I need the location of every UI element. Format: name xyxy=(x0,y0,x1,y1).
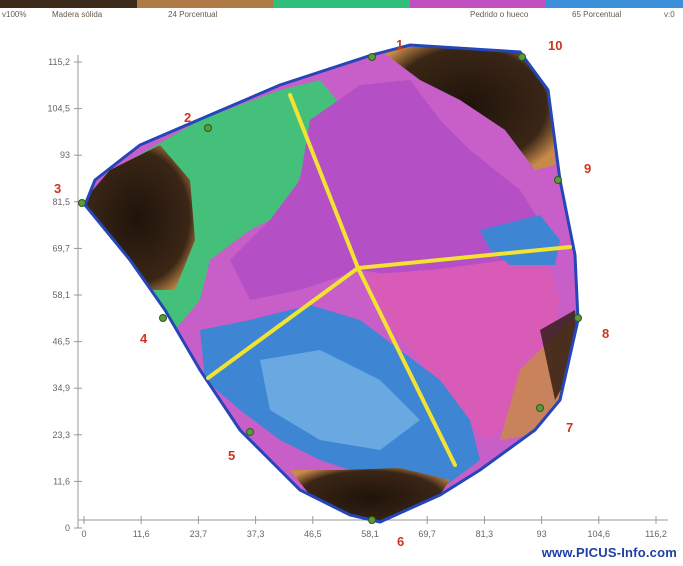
sensor-point xyxy=(204,124,212,132)
legend-label: Madera sólida xyxy=(52,10,103,19)
crack-line xyxy=(206,266,360,380)
sensor-point xyxy=(518,53,526,61)
sensor-point xyxy=(78,199,86,207)
y-tick-label: 0 xyxy=(65,523,70,533)
sensor-labels: 1 2 3 4 5 6 7 8 9 10 xyxy=(54,37,609,549)
legend-swatch-green xyxy=(273,0,410,8)
sensor-label-5: 5 xyxy=(228,448,235,463)
sensor-point xyxy=(554,176,562,184)
legend-labels: v100% Madera sólida 24 Porcentual Pedrid… xyxy=(0,10,683,22)
zone-solid-right xyxy=(540,310,578,400)
legend-label: Pedrido o hueco xyxy=(470,10,529,19)
legend-label: v100% xyxy=(2,10,27,19)
legend-swatches xyxy=(0,0,683,8)
sensor-label-7: 7 xyxy=(566,420,573,435)
y-tick-label: 34,9 xyxy=(52,383,70,393)
x-tick-label: 11,6 xyxy=(133,529,150,539)
x-tick-label: 0 xyxy=(81,529,86,539)
x-tick-label: 23,7 xyxy=(190,529,208,539)
zone-solid-left xyxy=(85,145,195,290)
crack-line xyxy=(288,93,360,270)
zone-light-blue xyxy=(260,350,420,450)
sensor-label-3: 3 xyxy=(54,181,61,196)
sensor-point xyxy=(574,314,582,322)
y-tick-label: 46,5 xyxy=(52,337,70,347)
crack-line xyxy=(356,245,572,270)
color-legend: v100% Madera sólida 24 Porcentual Pedrid… xyxy=(0,0,683,22)
x-tick-label: 104,6 xyxy=(588,529,611,539)
zone-magenta xyxy=(230,80,545,300)
legend-swatch-solid xyxy=(0,0,137,8)
sensor-label-1: 1 xyxy=(396,37,403,52)
x-tick-label: 46,5 xyxy=(304,529,322,539)
sensor-label-2: 2 xyxy=(184,110,191,125)
trunk-outline xyxy=(83,43,580,524)
legend-label: v:0 xyxy=(664,10,675,19)
sensor-label-4: 4 xyxy=(140,331,148,346)
y-tick-label: 81,5 xyxy=(52,197,70,207)
sensor-point xyxy=(159,314,167,322)
x-tick-label: 93 xyxy=(537,529,547,539)
x-tick-label: 69,7 xyxy=(418,529,436,539)
tomogram-zones xyxy=(85,45,578,522)
zone-solid-top xyxy=(380,45,555,170)
sensor-point xyxy=(368,53,376,61)
y-tick-label: 93 xyxy=(60,150,70,160)
legend-swatch-transition xyxy=(136,0,274,8)
x-tick-label: 58,1 xyxy=(361,529,379,539)
x-tick-label: 116,2 xyxy=(645,529,667,539)
y-axis: 115,2 104,5 93 81,5 69,7 58,1 46,5 34,9 23,3 11,6… xyxy=(47,55,82,533)
sensor-label-6: 6 xyxy=(397,534,404,549)
sensor-point xyxy=(246,428,254,436)
sensor-point xyxy=(536,404,544,412)
y-tick-label: 115,2 xyxy=(48,57,70,67)
x-tick-label: 37,3 xyxy=(247,529,265,539)
y-tick-label: 104,5 xyxy=(47,104,70,114)
sensor-label-9: 9 xyxy=(584,161,591,176)
picus-watermark: www.PICUS-Info.com xyxy=(541,545,677,560)
legend-label: 24 Porcentual xyxy=(168,10,218,19)
legend-swatch-magenta xyxy=(409,0,547,8)
sensor-point xyxy=(368,516,376,524)
legend-label: 65 Porcentual xyxy=(572,10,622,19)
y-tick-label: 23,3 xyxy=(52,430,70,440)
sensor-points xyxy=(78,53,582,524)
y-tick-label: 11,6 xyxy=(53,476,70,486)
crack-line xyxy=(356,266,457,467)
crack-lines xyxy=(206,93,572,467)
legend-swatch-blue xyxy=(546,0,683,8)
sensor-label-10: 10 xyxy=(548,38,562,53)
zone-pink xyxy=(360,255,560,440)
sensor-label-8: 8 xyxy=(602,326,609,341)
y-tick-label: 58,1 xyxy=(52,290,70,300)
x-tick-label: 81,3 xyxy=(476,529,494,539)
y-tick-label: 69,7 xyxy=(52,243,70,253)
